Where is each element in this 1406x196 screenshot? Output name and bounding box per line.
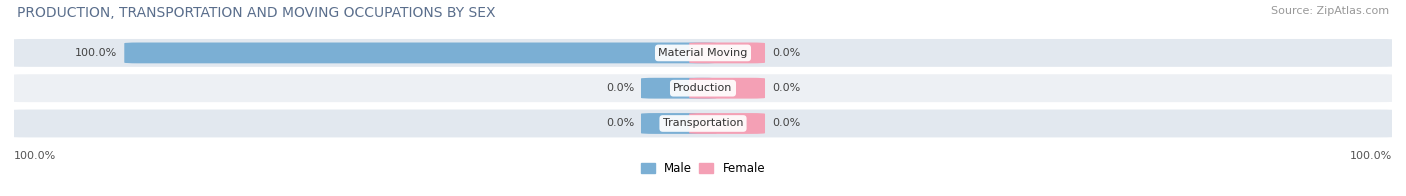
Text: 100.0%: 100.0% xyxy=(1350,151,1392,161)
FancyBboxPatch shape xyxy=(7,110,1399,137)
Text: 0.0%: 0.0% xyxy=(606,118,634,129)
Text: Source: ZipAtlas.com: Source: ZipAtlas.com xyxy=(1271,6,1389,16)
Legend: Male, Female: Male, Female xyxy=(641,162,765,175)
Text: Transportation: Transportation xyxy=(662,118,744,129)
Text: Material Moving: Material Moving xyxy=(658,48,748,58)
FancyBboxPatch shape xyxy=(641,78,717,99)
Text: 0.0%: 0.0% xyxy=(772,83,800,93)
FancyBboxPatch shape xyxy=(689,43,765,63)
Text: 100.0%: 100.0% xyxy=(75,48,117,58)
FancyBboxPatch shape xyxy=(689,78,765,99)
FancyBboxPatch shape xyxy=(641,113,717,134)
Text: Production: Production xyxy=(673,83,733,93)
Text: 0.0%: 0.0% xyxy=(772,118,800,129)
Text: 0.0%: 0.0% xyxy=(772,48,800,58)
Text: 0.0%: 0.0% xyxy=(606,83,634,93)
FancyBboxPatch shape xyxy=(124,43,717,63)
FancyBboxPatch shape xyxy=(7,39,1399,67)
FancyBboxPatch shape xyxy=(689,113,765,134)
Text: PRODUCTION, TRANSPORTATION AND MOVING OCCUPATIONS BY SEX: PRODUCTION, TRANSPORTATION AND MOVING OC… xyxy=(17,6,495,20)
FancyBboxPatch shape xyxy=(7,74,1399,102)
Text: 100.0%: 100.0% xyxy=(14,151,56,161)
